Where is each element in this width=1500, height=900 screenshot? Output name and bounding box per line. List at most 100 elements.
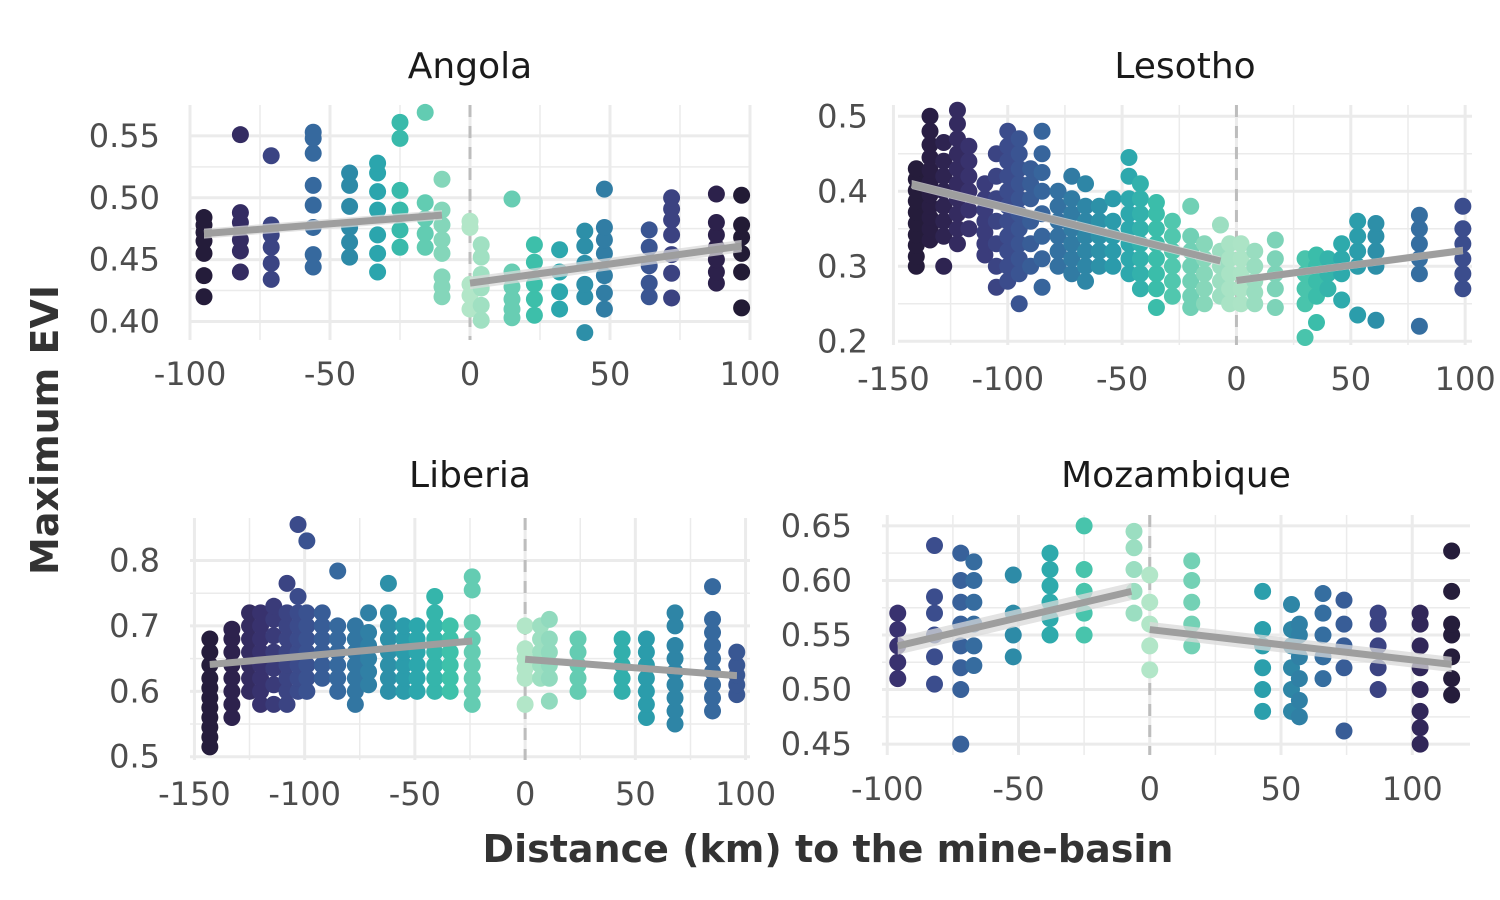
data-point xyxy=(1077,175,1095,193)
data-point xyxy=(1246,242,1264,260)
data-point xyxy=(663,226,681,244)
y-tick-label: 0.2 xyxy=(817,322,868,360)
data-point xyxy=(960,152,978,170)
data-point xyxy=(1296,329,1314,346)
data-point xyxy=(595,231,613,249)
data-point xyxy=(666,604,684,622)
data-point xyxy=(733,186,751,204)
data-point xyxy=(1125,604,1143,622)
panel-title: Mozambique xyxy=(1061,455,1291,496)
data-point xyxy=(1141,661,1159,679)
x-tick-label: 50 xyxy=(1261,770,1302,808)
data-point xyxy=(391,181,409,199)
data-point xyxy=(965,657,983,675)
data-point xyxy=(1041,577,1059,595)
data-point xyxy=(1147,299,1165,316)
data-point xyxy=(391,238,409,256)
x-tick-label: -50 xyxy=(304,355,356,393)
data-point xyxy=(595,218,613,236)
data-point xyxy=(1147,250,1165,268)
data-point xyxy=(1104,190,1122,208)
data-point xyxy=(463,614,481,632)
data-point xyxy=(935,257,953,275)
y-tick-label: 0.6 xyxy=(109,672,160,710)
data-point xyxy=(926,588,943,606)
data-point xyxy=(379,617,397,635)
data-point xyxy=(379,574,397,592)
data-point xyxy=(262,147,280,165)
data-point xyxy=(921,122,939,140)
data-point xyxy=(1410,235,1428,253)
data-point xyxy=(1077,257,1095,275)
data-point xyxy=(1411,735,1429,753)
data-point xyxy=(252,669,270,687)
data-point xyxy=(1125,561,1143,579)
data-point xyxy=(1131,280,1149,298)
data-point xyxy=(1266,231,1284,249)
data-point xyxy=(441,617,459,635)
data-point xyxy=(952,571,970,589)
data-point xyxy=(965,593,983,611)
data-point xyxy=(1041,626,1059,644)
data-point xyxy=(960,201,978,219)
data-point xyxy=(1443,615,1461,633)
data-point xyxy=(433,170,451,188)
panel-title: Lesotho xyxy=(1114,46,1255,87)
data-point xyxy=(463,682,481,700)
data-point xyxy=(416,225,434,243)
data-point xyxy=(1349,242,1367,260)
panel-title: Liberia xyxy=(409,455,531,496)
data-point xyxy=(1254,681,1272,699)
data-point xyxy=(1041,544,1059,562)
data-point xyxy=(1246,257,1264,275)
data-point xyxy=(195,209,213,227)
data-point xyxy=(666,650,684,668)
data-point xyxy=(304,144,322,162)
x-tick-label: -150 xyxy=(158,775,231,813)
data-point xyxy=(223,708,241,726)
data-point xyxy=(289,587,307,605)
fit-line xyxy=(896,587,1133,650)
data-point xyxy=(1010,145,1028,163)
data-point xyxy=(1049,182,1067,200)
data-point xyxy=(1077,242,1095,260)
data-point xyxy=(1063,190,1081,208)
data-point xyxy=(1004,626,1022,644)
data-point xyxy=(1147,220,1165,238)
data-point xyxy=(391,129,409,147)
data-point xyxy=(663,189,681,207)
data-point xyxy=(704,650,722,668)
data-point xyxy=(525,290,543,308)
data-point xyxy=(889,621,907,639)
data-point xyxy=(704,702,722,720)
data-point xyxy=(728,643,746,661)
data-point xyxy=(704,610,722,628)
data-point xyxy=(408,656,426,674)
data-point xyxy=(551,241,569,259)
data-point xyxy=(613,643,631,661)
data-point xyxy=(341,248,359,266)
data-point xyxy=(952,544,970,562)
data-point xyxy=(640,238,658,256)
x-tick-label: 0 xyxy=(1140,770,1160,808)
data-point xyxy=(360,650,378,668)
data-point xyxy=(1410,206,1428,224)
data-point xyxy=(1063,205,1081,223)
x-tick-label: 0 xyxy=(515,775,535,813)
data-point xyxy=(1120,149,1138,166)
data-point xyxy=(461,212,479,230)
data-point xyxy=(1254,621,1272,639)
data-point xyxy=(346,656,364,674)
data-point xyxy=(637,669,655,687)
data-point xyxy=(540,643,558,661)
data-point xyxy=(298,617,316,635)
data-point xyxy=(1254,659,1272,677)
data-point xyxy=(1033,164,1051,181)
data-point xyxy=(733,263,751,281)
data-point xyxy=(952,637,970,655)
data-point xyxy=(921,136,939,154)
data-point xyxy=(1410,317,1428,335)
data-point xyxy=(1411,681,1429,699)
data-point xyxy=(341,233,359,251)
y-tick-label: 0.60 xyxy=(781,561,852,599)
